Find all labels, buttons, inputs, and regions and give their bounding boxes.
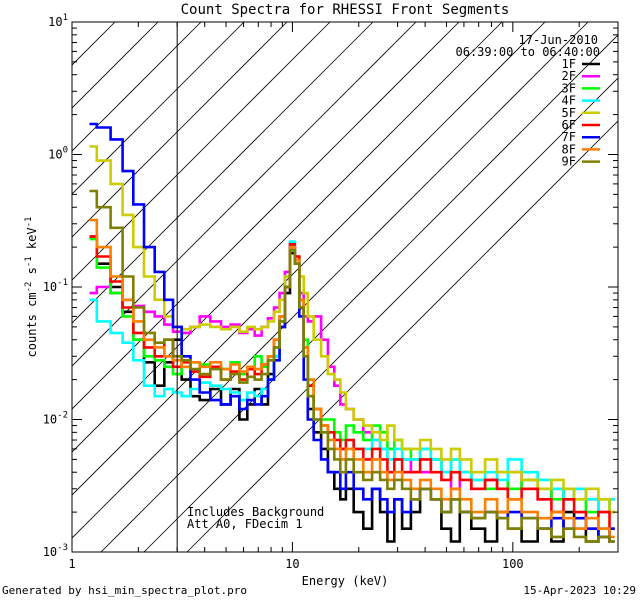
series-7f-line bbox=[89, 122, 615, 539]
hatch-line bbox=[72, 22, 202, 152]
legend-label-8f: 8F bbox=[562, 142, 576, 156]
hatch-line bbox=[72, 22, 546, 496]
y-axis-label: counts cm-2 s-1 keV-1 bbox=[24, 217, 39, 358]
x-tick-labels: 1 10 100 bbox=[68, 557, 523, 571]
hatch-line bbox=[72, 22, 503, 453]
x-tick-label: 10 bbox=[285, 557, 299, 571]
legend-label-6f: 6F bbox=[562, 118, 576, 132]
x-tick-label: 100 bbox=[502, 557, 524, 571]
generated-by-label: Generated by hsi_min_spectra_plot.pro bbox=[2, 584, 247, 597]
annotation-attenuator: Att A0, FDecim 1 bbox=[187, 517, 303, 531]
hatch-line bbox=[72, 22, 331, 281]
hatch-line bbox=[72, 22, 589, 539]
hatch-line bbox=[72, 22, 245, 195]
x-axis-label: Energy (keV) bbox=[302, 574, 389, 588]
excluded-energy-hatch bbox=[72, 22, 618, 552]
legend-label-5f: 5F bbox=[562, 106, 576, 120]
hatch-line bbox=[186, 120, 618, 552]
hatch-line bbox=[100, 34, 618, 552]
series-9f-line bbox=[89, 189, 615, 543]
series-5f-line bbox=[89, 145, 615, 514]
annotation-background: Includes Background bbox=[187, 505, 324, 519]
y-tick-label: 10-2 bbox=[43, 411, 68, 427]
legend-label-2f: 2F bbox=[562, 69, 576, 83]
y-tick-label: 10-1 bbox=[43, 278, 68, 294]
chart-title: Count Spectra for RHESSI Front Segments bbox=[181, 2, 510, 18]
generated-timestamp: 15-Apr-2023 10:29 bbox=[523, 584, 636, 597]
y-tick-labels: 10-3 10-2 10-1 100 101 bbox=[43, 13, 68, 559]
hatch-line bbox=[143, 77, 618, 552]
time-range-label: 06:39:00 to 06:40:00 bbox=[456, 45, 601, 59]
y-tick-label: 100 bbox=[48, 146, 68, 162]
hatch-line bbox=[72, 22, 460, 410]
legend-label-1f: 1F bbox=[562, 57, 576, 71]
date-label: 17-Jun-2010 bbox=[519, 33, 598, 47]
hatch-line bbox=[72, 22, 417, 367]
x-tick-label: 1 bbox=[68, 557, 75, 571]
legend-label-4f: 4F bbox=[562, 94, 576, 108]
hatch-line bbox=[72, 22, 288, 238]
series-group bbox=[89, 122, 615, 543]
axis-ticks bbox=[71, 21, 619, 553]
y-tick-label: 101 bbox=[48, 13, 68, 29]
legend-label-9f: 9F bbox=[562, 155, 576, 169]
legend-label-3f: 3F bbox=[562, 81, 576, 95]
legend-label-7f: 7F bbox=[562, 130, 576, 144]
y-tick-label: 10-3 bbox=[43, 543, 68, 559]
